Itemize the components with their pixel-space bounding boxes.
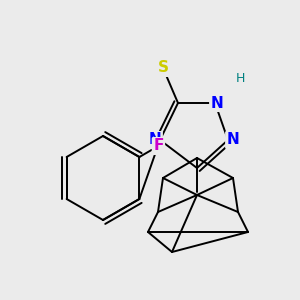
Text: N: N xyxy=(226,133,239,148)
Text: N: N xyxy=(211,95,224,110)
Text: H: H xyxy=(235,71,245,85)
Text: S: S xyxy=(158,61,169,76)
Text: N: N xyxy=(148,133,161,148)
Text: F: F xyxy=(153,139,164,154)
